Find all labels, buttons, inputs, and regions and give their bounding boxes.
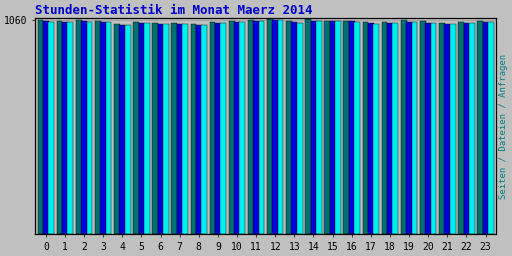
- Bar: [439, 23, 445, 234]
- Bar: [392, 23, 398, 234]
- Bar: [458, 22, 464, 234]
- Bar: [278, 20, 284, 234]
- Bar: [425, 23, 431, 234]
- Bar: [220, 23, 226, 234]
- Bar: [139, 23, 144, 234]
- Bar: [349, 21, 355, 234]
- Bar: [190, 24, 196, 234]
- Bar: [95, 20, 101, 234]
- Bar: [477, 21, 483, 234]
- Bar: [201, 25, 207, 234]
- Bar: [431, 23, 436, 234]
- Bar: [412, 22, 417, 234]
- Bar: [68, 22, 73, 234]
- Bar: [253, 20, 259, 234]
- Bar: [316, 21, 322, 234]
- Bar: [144, 23, 150, 234]
- Bar: [335, 21, 341, 234]
- Bar: [325, 21, 330, 234]
- Bar: [57, 20, 62, 234]
- Bar: [76, 20, 81, 234]
- Bar: [420, 21, 425, 234]
- Bar: [406, 22, 412, 234]
- Bar: [100, 22, 106, 234]
- Bar: [114, 24, 120, 234]
- Bar: [81, 21, 87, 234]
- Bar: [37, 20, 44, 234]
- Bar: [152, 23, 158, 234]
- Bar: [387, 23, 393, 234]
- Bar: [401, 20, 407, 234]
- Bar: [259, 21, 264, 234]
- Bar: [330, 21, 335, 234]
- Bar: [291, 22, 297, 234]
- Bar: [305, 19, 311, 234]
- Bar: [297, 23, 303, 234]
- Bar: [182, 24, 188, 234]
- Bar: [382, 22, 388, 234]
- Bar: [177, 24, 182, 234]
- Bar: [62, 22, 68, 234]
- Bar: [463, 23, 470, 234]
- Bar: [311, 20, 316, 234]
- Bar: [354, 22, 360, 234]
- Bar: [344, 21, 349, 234]
- Text: Stunden-Statistik im Monat Maerz 2014: Stunden-Statistik im Monat Maerz 2014: [35, 4, 313, 17]
- Bar: [105, 22, 112, 234]
- Bar: [229, 21, 234, 234]
- Bar: [48, 22, 54, 234]
- Bar: [488, 22, 494, 234]
- Bar: [119, 25, 125, 234]
- Bar: [483, 22, 488, 234]
- Bar: [125, 25, 131, 234]
- Bar: [196, 25, 202, 234]
- Bar: [272, 19, 278, 234]
- Bar: [158, 24, 163, 234]
- Bar: [240, 22, 245, 234]
- Bar: [373, 24, 379, 234]
- Bar: [267, 19, 273, 234]
- Bar: [368, 23, 374, 234]
- Bar: [163, 24, 169, 234]
- Bar: [362, 22, 368, 234]
- Bar: [210, 22, 216, 234]
- Bar: [286, 21, 292, 234]
- Bar: [248, 20, 253, 234]
- Y-axis label: Seiten / Dateien / Anfragen: Seiten / Dateien / Anfragen: [499, 54, 508, 199]
- Bar: [234, 22, 240, 234]
- Bar: [172, 23, 177, 234]
- Bar: [444, 24, 450, 234]
- Bar: [43, 21, 49, 234]
- Bar: [133, 22, 139, 234]
- Bar: [215, 23, 221, 234]
- Bar: [87, 22, 92, 234]
- Bar: [469, 23, 475, 234]
- Bar: [450, 24, 456, 234]
